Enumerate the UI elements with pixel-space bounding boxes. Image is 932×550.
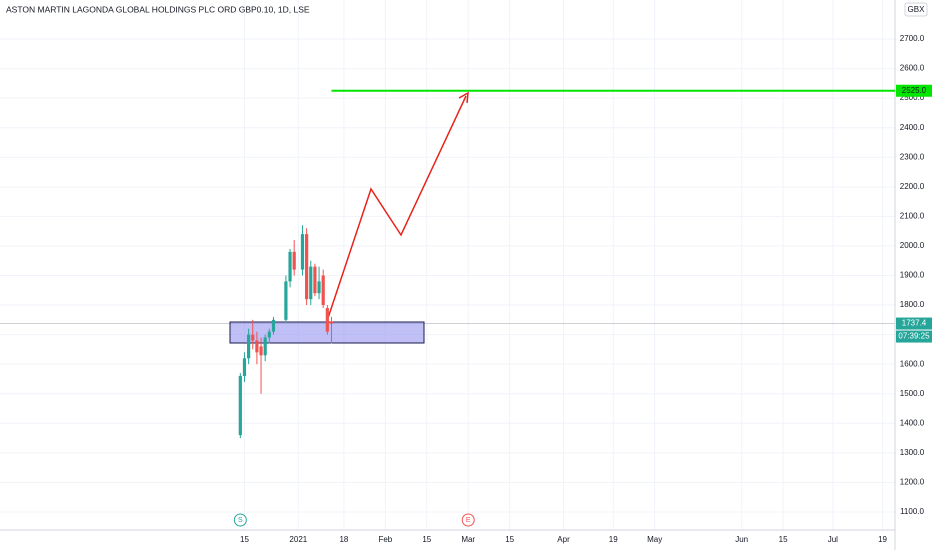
plot [238,225,334,439]
y-tick-label: 2700.0 [900,34,925,43]
candle-body [321,275,325,306]
chart-title: ASTON MARTIN LAGONDA GLOBAL HOLDINGS PLC… [6,4,310,14]
y-tick-label: 2000.0 [900,241,925,250]
candle-body [300,234,305,270]
y-tick-label: 2500.0 [900,93,925,102]
y-tick-label: 1200.0 [900,478,925,487]
y-tick-label: 2100.0 [900,211,925,220]
event-label: E [466,517,471,524]
x-tick-label: Jun [735,535,748,544]
x-tick-label: 15 [422,535,431,544]
candle-body [292,251,296,270]
y-tick-label: 1400.0 [900,418,925,427]
x-tick-label: Apr [557,535,570,544]
candle-body [313,266,317,294]
candle-body [309,266,313,300]
y-tick-label: 1600.0 [900,359,925,368]
candle-body [288,251,292,282]
candle-body [259,346,263,356]
y-tick-label: 1100.0 [900,507,924,516]
x-tick-label: 19 [609,535,618,544]
projection-arrow [326,95,467,322]
candle-body [305,234,309,300]
target-label-box [896,84,932,97]
event-marker [233,513,247,527]
candle-body [247,334,251,359]
x-tick-label: Feb [378,535,392,544]
x-tick-label: 18 [339,535,348,544]
x-tick-label: Mar [461,535,475,544]
y-tick-label: 2200.0 [900,182,925,191]
x-tick-label: 15 [505,535,514,544]
x-tick-label: 15 [240,535,249,544]
countdown-label: 07:39:25 [898,332,930,341]
countdown-box [896,330,932,343]
y-tick-label: 2600.0 [900,64,925,73]
currency-box [904,2,928,17]
x-tick-label: May [647,535,662,544]
x-tick-label: 19 [878,535,887,544]
candle-body [284,281,288,320]
grid [0,0,895,530]
candle-body [329,321,334,324]
event-label: S [238,517,243,524]
last-price-box [896,317,932,330]
candle-body [263,337,267,356]
candle-body [271,319,276,332]
x-tick-label: Jul [828,535,838,544]
candle-body [325,308,329,332]
y-tick-label: 1800.0 [900,300,925,309]
y-tick-label: 1300.0 [900,448,925,457]
arrow-head [458,91,469,104]
candle-body [255,340,259,353]
y-tick-label: 2300.0 [900,152,925,161]
last-price-label: 1737.4 [902,319,927,328]
candle-body [238,375,242,436]
y-tick-label: 2400.0 [900,123,925,132]
x-tick-label: 15 [779,535,788,544]
event-marker [461,513,475,527]
candle-body [317,281,321,294]
candle-body [267,331,271,338]
currency: GBX [908,5,926,14]
y-tick-label: 1500.0 [900,389,925,398]
candle-body [242,358,247,376]
target-label: 2525.0 [902,86,927,95]
candle-body [251,334,255,341]
x-tick-label: 2021 [289,535,307,544]
y-tick-label: 1900.0 [900,271,925,280]
